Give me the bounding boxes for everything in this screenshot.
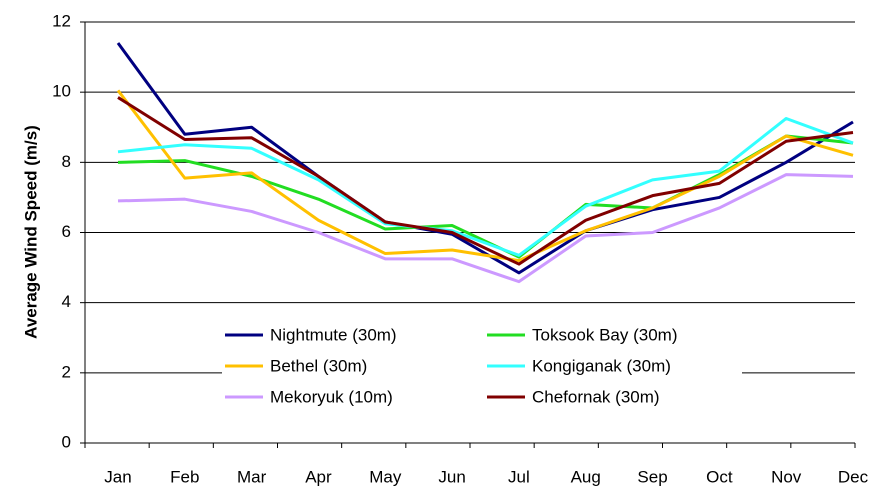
legend-label: Bethel (30m)	[270, 356, 367, 375]
x-tick-label: Aug	[571, 467, 601, 486]
x-tick-label: Mar	[237, 467, 267, 486]
y-tick-label: 2	[62, 362, 71, 381]
legend-box	[222, 320, 742, 414]
y-tick-label: 12	[52, 11, 71, 30]
series-line	[117, 173, 854, 284]
legend-label: Toksook Bay (30m)	[532, 325, 678, 344]
x-tick-label: May	[369, 467, 402, 486]
x-tick-label: Apr	[305, 467, 332, 486]
y-tick-label: 0	[62, 432, 71, 451]
x-tick-label: Dec	[838, 467, 869, 486]
legend-label: Chefornak (30m)	[532, 387, 660, 406]
series-line	[117, 96, 854, 266]
y-tick-label: 4	[62, 292, 71, 311]
x-tick-label: Jan	[104, 467, 131, 486]
series-line	[117, 116, 854, 257]
x-tick-label: Jun	[438, 467, 465, 486]
series-line	[116, 89, 854, 263]
x-tick-label: Feb	[170, 467, 199, 486]
legend-label: Nightmute (30m)	[270, 325, 397, 344]
y-tick-label: 10	[52, 82, 71, 101]
x-tick-label: Sep	[637, 467, 667, 486]
legend-label: Kongiganak (30m)	[532, 356, 671, 375]
x-tick-label: Jul	[508, 467, 530, 486]
y-tick-label: 6	[62, 222, 71, 241]
y-tick-label: 8	[62, 152, 71, 171]
legend: Nightmute (30m) Toksook Bay (30m) Bethel (…	[222, 320, 742, 414]
x-tick-label: Nov	[771, 467, 802, 486]
x-tick-label: Oct	[706, 467, 733, 486]
series-line	[116, 42, 854, 275]
legend-label: Mekoryuk (10m)	[270, 387, 393, 406]
y-axis-title: Average Wind Speed (m/s)	[21, 125, 40, 339]
